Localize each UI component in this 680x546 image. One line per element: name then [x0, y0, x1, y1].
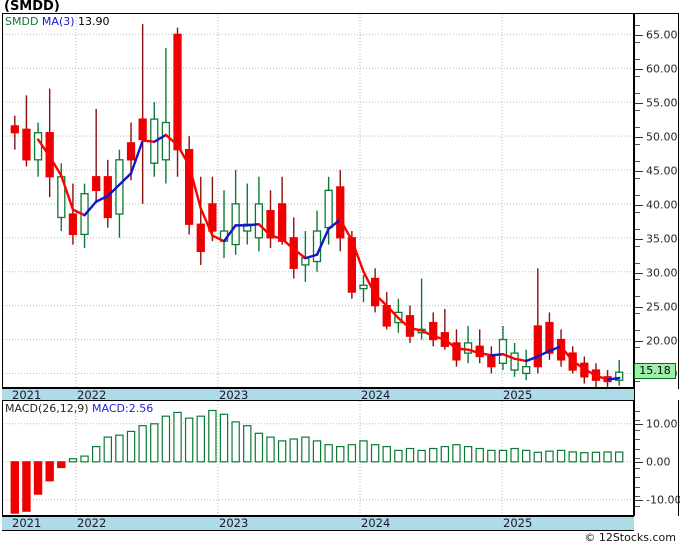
macd-axis-minor-tick: [634, 486, 640, 488]
price-axis-tick: [634, 204, 643, 206]
price-axis-minor-tick: [634, 59, 640, 61]
price-axis-minor-tick: [634, 160, 640, 162]
macd-axis-tick: [634, 499, 643, 501]
price-axis-tick: [634, 170, 643, 172]
macd-y-axis: 10.00 0.00 -10.00: [634, 400, 680, 516]
macd-axis-minor-tick: [634, 429, 640, 431]
price-axis-label: 20.00: [646, 334, 678, 348]
price-axis-tick: [634, 238, 643, 240]
macd-axis-minor-tick: [634, 420, 640, 421]
price-legend: SMDD MA(3) 13.90: [5, 15, 110, 28]
price-axis-label: 40.00: [646, 198, 678, 212]
x-axis-year-label: 2024: [361, 516, 391, 530]
price-axis-minor-tick: [634, 245, 640, 247]
macd-chart-panel[interactable]: [2, 400, 634, 516]
price-axis-tick: [634, 306, 643, 308]
x-axis-year-label: 2023: [219, 388, 249, 402]
macd-axis-label: 10.00: [646, 417, 678, 431]
price-candlestick-plot: [3, 14, 633, 387]
price-axis-minor-tick: [634, 228, 640, 230]
price-axis-tick: [634, 103, 643, 105]
price-axis-minor-tick: [634, 143, 640, 145]
macd-axis-minor-tick: [634, 458, 640, 459]
price-axis-label: 50.00: [646, 130, 678, 144]
macd-axis-minor-tick: [634, 439, 640, 440]
x-axis-year-label: 2022: [77, 388, 107, 402]
x-axis-year-label: 2025: [503, 516, 533, 530]
macd-axis-label: -10.00: [646, 493, 680, 507]
price-axis-label: 35.00: [646, 232, 678, 246]
x-axis-year-label: 2023: [219, 516, 249, 530]
price-axis-minor-tick: [634, 25, 640, 27]
legend-ma-value: 13.90: [78, 15, 110, 28]
price-axis-minor-tick: [634, 76, 640, 78]
price-axis-minor-tick: [634, 347, 640, 349]
x-axis-year-label: 2024: [361, 388, 391, 402]
price-axis-minor-tick: [634, 313, 640, 315]
price-axis-minor-tick: [634, 92, 640, 94]
price-axis-minor-tick: [634, 194, 640, 196]
macd-axis-minor-tick: [634, 496, 640, 497]
last-price-tag: 15.18: [634, 363, 676, 380]
price-axis-label: 55.00: [646, 96, 678, 110]
price-chart-panel[interactable]: [2, 13, 634, 388]
price-axis-label: 65.00: [646, 28, 678, 42]
legend-macd-name: MACD(26,12,9): [5, 402, 89, 415]
macd-axis-minor-tick: [634, 448, 640, 450]
price-axis-minor-tick: [634, 177, 640, 179]
macd-axis-minor-tick: [634, 477, 640, 478]
legend-symbol: SMDD: [5, 15, 39, 28]
legend-macd-value: MACD:2.56: [92, 402, 154, 415]
price-axis-tick: [634, 137, 643, 139]
axis-divider: [634, 13, 635, 516]
x-axis-year-label: 2025: [503, 388, 533, 402]
price-axis-tick: [634, 69, 643, 71]
legend-ma-label: MA(3): [41, 15, 75, 28]
price-axis-label: 60.00: [646, 62, 678, 76]
price-axis-label: 25.00: [646, 300, 678, 314]
x-axis-year-label: 2021: [12, 388, 42, 402]
price-axis-tick: [634, 35, 643, 37]
macd-axis-minor-tick: [634, 410, 640, 412]
price-axis-minor-tick: [634, 42, 640, 44]
x-axis-year-label: 2022: [77, 516, 107, 530]
macd-axis-tick: [634, 461, 643, 463]
price-axis-tick: [634, 340, 643, 342]
macd-axis-tick: [634, 423, 643, 425]
x-axis-year-label: 2021: [12, 516, 42, 530]
price-axis-minor-tick: [634, 109, 640, 111]
price-axis-tick: [634, 272, 643, 274]
page-title: (SMDD): [4, 0, 60, 14]
price-axis-minor-tick: [634, 330, 640, 332]
price-axis-label: 45.00: [646, 164, 678, 178]
price-axis-label: 30.00: [646, 266, 678, 280]
price-axis-minor-tick: [634, 381, 640, 383]
macd-axis-minor-tick: [634, 467, 640, 469]
macd-legend: MACD(26,12,9) MACD:2.56: [5, 402, 153, 415]
date-axis-top: 2021 2022 2023 2024 2025: [2, 388, 634, 403]
watermark: © 12Stocks.com: [584, 531, 676, 544]
price-axis-minor-tick: [634, 262, 640, 264]
macd-histogram-plot: [3, 401, 633, 515]
macd-axis-label: 0.00: [646, 455, 671, 469]
macd-axis-minor-tick: [634, 505, 640, 507]
price-axis-minor-tick: [634, 211, 640, 213]
price-axis-minor-tick: [634, 279, 640, 281]
price-y-axis: 65.00 60.00 55.00 50.00 45.00 40.00 35.00 30.00…: [634, 13, 679, 389]
price-axis-minor-tick: [634, 126, 640, 128]
date-axis-bottom: 2021 2022 2023 2024 2025: [2, 516, 634, 531]
price-axis-minor-tick: [634, 296, 640, 298]
